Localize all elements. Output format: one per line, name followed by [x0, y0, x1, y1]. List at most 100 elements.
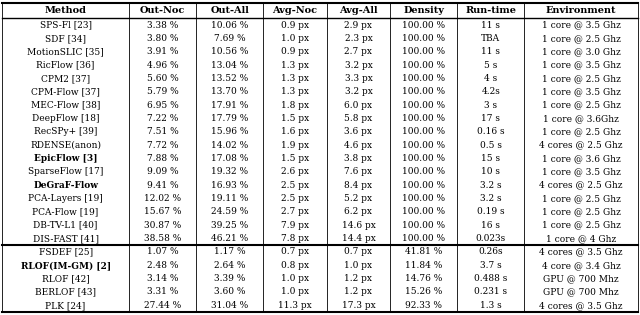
Text: 3.80 %: 3.80 % — [147, 34, 179, 43]
Text: 13.04 %: 13.04 % — [211, 60, 248, 70]
Text: 1.9 px: 1.9 px — [281, 141, 309, 150]
Text: 1.5 px: 1.5 px — [281, 114, 309, 123]
Text: CPM-Flow [37]: CPM-Flow [37] — [31, 87, 100, 96]
Text: 10.56 %: 10.56 % — [211, 47, 248, 56]
Text: 0.5 s: 0.5 s — [480, 141, 502, 150]
Text: 100.00 %: 100.00 % — [402, 74, 445, 83]
Text: 1.07 %: 1.07 % — [147, 248, 179, 256]
Text: 0.488 s: 0.488 s — [474, 274, 508, 283]
Text: 5.79 %: 5.79 % — [147, 87, 179, 96]
Text: 30.87 %: 30.87 % — [144, 221, 181, 230]
Text: GPU @ 700 Mhz: GPU @ 700 Mhz — [543, 274, 619, 283]
Text: Avg-Noc: Avg-Noc — [273, 6, 317, 15]
Text: 3.31 %: 3.31 % — [147, 288, 179, 296]
Text: RecSPy+ [39]: RecSPy+ [39] — [34, 127, 97, 136]
Text: 11.3 px: 11.3 px — [278, 301, 312, 310]
Text: 100.00 %: 100.00 % — [402, 114, 445, 123]
Text: 6.2 px: 6.2 px — [344, 207, 372, 216]
Text: 7.72 %: 7.72 % — [147, 141, 179, 150]
Text: Out-All: Out-All — [210, 6, 249, 15]
Text: EpicFlow [3]: EpicFlow [3] — [34, 154, 97, 163]
Text: 14.02 %: 14.02 % — [211, 141, 248, 150]
Text: 1 core @ 2.5 Ghz: 1 core @ 2.5 Ghz — [541, 74, 621, 83]
Text: 0.231 s: 0.231 s — [474, 288, 508, 296]
Text: 3.2 px: 3.2 px — [344, 87, 372, 96]
Text: TBA: TBA — [481, 34, 500, 43]
Text: 1.5 px: 1.5 px — [281, 154, 309, 163]
Text: 0.9 px: 0.9 px — [281, 20, 309, 30]
Text: GPU @ 700 Mhz: GPU @ 700 Mhz — [543, 288, 619, 296]
Text: 3.60 %: 3.60 % — [214, 288, 245, 296]
Text: DB-TV-L1 [40]: DB-TV-L1 [40] — [33, 221, 98, 230]
Text: SPS-Fl [23]: SPS-Fl [23] — [40, 20, 92, 30]
Text: 100.00 %: 100.00 % — [402, 127, 445, 136]
Text: 11 s: 11 s — [481, 47, 500, 56]
Text: 100.00 %: 100.00 % — [402, 207, 445, 216]
Text: 100.00 %: 100.00 % — [402, 141, 445, 150]
Text: 100.00 %: 100.00 % — [402, 181, 445, 190]
Text: 27.44 %: 27.44 % — [144, 301, 181, 310]
Text: 0.26s: 0.26s — [479, 248, 503, 256]
Text: 5 s: 5 s — [484, 60, 497, 70]
Text: 14.4 px: 14.4 px — [342, 234, 376, 243]
Text: RLOF [42]: RLOF [42] — [42, 274, 90, 283]
Text: 4 cores @ 3.5 Ghz: 4 cores @ 3.5 Ghz — [540, 248, 623, 256]
Text: 0.7 px: 0.7 px — [344, 248, 372, 256]
Text: 1.6 px: 1.6 px — [281, 127, 309, 136]
Text: SDF [34]: SDF [34] — [45, 34, 86, 43]
Text: 100.00 %: 100.00 % — [402, 100, 445, 110]
Text: 2.64 %: 2.64 % — [214, 261, 245, 270]
Text: 5.8 px: 5.8 px — [344, 114, 372, 123]
Text: 11.84 %: 11.84 % — [405, 261, 442, 270]
Text: 1.2 px: 1.2 px — [344, 288, 372, 296]
Text: 2.7 px: 2.7 px — [281, 207, 309, 216]
Text: 1.3 px: 1.3 px — [281, 87, 309, 96]
Text: 3.91 %: 3.91 % — [147, 47, 179, 56]
Text: 1 core @ 4 Ghz: 1 core @ 4 Ghz — [546, 234, 616, 243]
Text: 5.2 px: 5.2 px — [344, 194, 372, 203]
Text: RLOF(IM-GM) [2]: RLOF(IM-GM) [2] — [20, 261, 111, 270]
Text: CPM2 [37]: CPM2 [37] — [41, 74, 90, 83]
Text: 100.00 %: 100.00 % — [402, 60, 445, 70]
Text: 4 cores @ 2.5 Ghz: 4 cores @ 2.5 Ghz — [540, 181, 623, 190]
Text: 4.6 px: 4.6 px — [344, 141, 372, 150]
Text: 6.0 px: 6.0 px — [344, 100, 372, 110]
Text: 1 core @ 3.5 Ghz: 1 core @ 3.5 Ghz — [541, 20, 621, 30]
Text: Density: Density — [403, 6, 444, 15]
Text: 10 s: 10 s — [481, 167, 500, 176]
Text: 1.3 s: 1.3 s — [480, 301, 502, 310]
Text: 100.00 %: 100.00 % — [402, 234, 445, 243]
Text: 2.6 px: 2.6 px — [281, 167, 309, 176]
Text: 1 core @ 3.5 Ghz: 1 core @ 3.5 Ghz — [541, 167, 621, 176]
Text: RDENSE(anon): RDENSE(anon) — [30, 141, 101, 150]
Text: 0.9 px: 0.9 px — [281, 47, 309, 56]
Text: 3.6 px: 3.6 px — [344, 127, 372, 136]
Text: 10.06 %: 10.06 % — [211, 20, 248, 30]
Text: 100.00 %: 100.00 % — [402, 221, 445, 230]
Text: 15 s: 15 s — [481, 154, 500, 163]
Text: 1 core @ 2.5 Ghz: 1 core @ 2.5 Ghz — [541, 100, 621, 110]
Text: 2.5 px: 2.5 px — [281, 181, 309, 190]
Text: 100.00 %: 100.00 % — [402, 34, 445, 43]
Text: 1 core @ 3.5 Ghz: 1 core @ 3.5 Ghz — [541, 60, 621, 70]
Text: 7.6 px: 7.6 px — [344, 167, 372, 176]
Text: 2.9 px: 2.9 px — [344, 20, 372, 30]
Text: PCA-Flow [19]: PCA-Flow [19] — [33, 207, 99, 216]
Text: 0.8 px: 0.8 px — [281, 261, 309, 270]
Text: 3.14 %: 3.14 % — [147, 274, 179, 283]
Text: FSDEF [25]: FSDEF [25] — [38, 248, 93, 256]
Text: 12.02 %: 12.02 % — [144, 194, 181, 203]
Text: BERLOF [43]: BERLOF [43] — [35, 288, 96, 296]
Text: 5.60 %: 5.60 % — [147, 74, 179, 83]
Text: PCA-Layers [19]: PCA-Layers [19] — [28, 194, 103, 203]
Text: 14.76 %: 14.76 % — [405, 274, 442, 283]
Text: 6.95 %: 6.95 % — [147, 100, 179, 110]
Text: 0.16 s: 0.16 s — [477, 127, 504, 136]
Text: 11 s: 11 s — [481, 20, 500, 30]
Text: 7.22 %: 7.22 % — [147, 114, 179, 123]
Text: 7.9 px: 7.9 px — [281, 221, 309, 230]
Text: 3.2 s: 3.2 s — [480, 194, 502, 203]
Text: SparseFlow [17]: SparseFlow [17] — [28, 167, 103, 176]
Text: 19.11 %: 19.11 % — [211, 194, 248, 203]
Text: 1 core @ 3.6 Ghz: 1 core @ 3.6 Ghz — [541, 154, 620, 163]
